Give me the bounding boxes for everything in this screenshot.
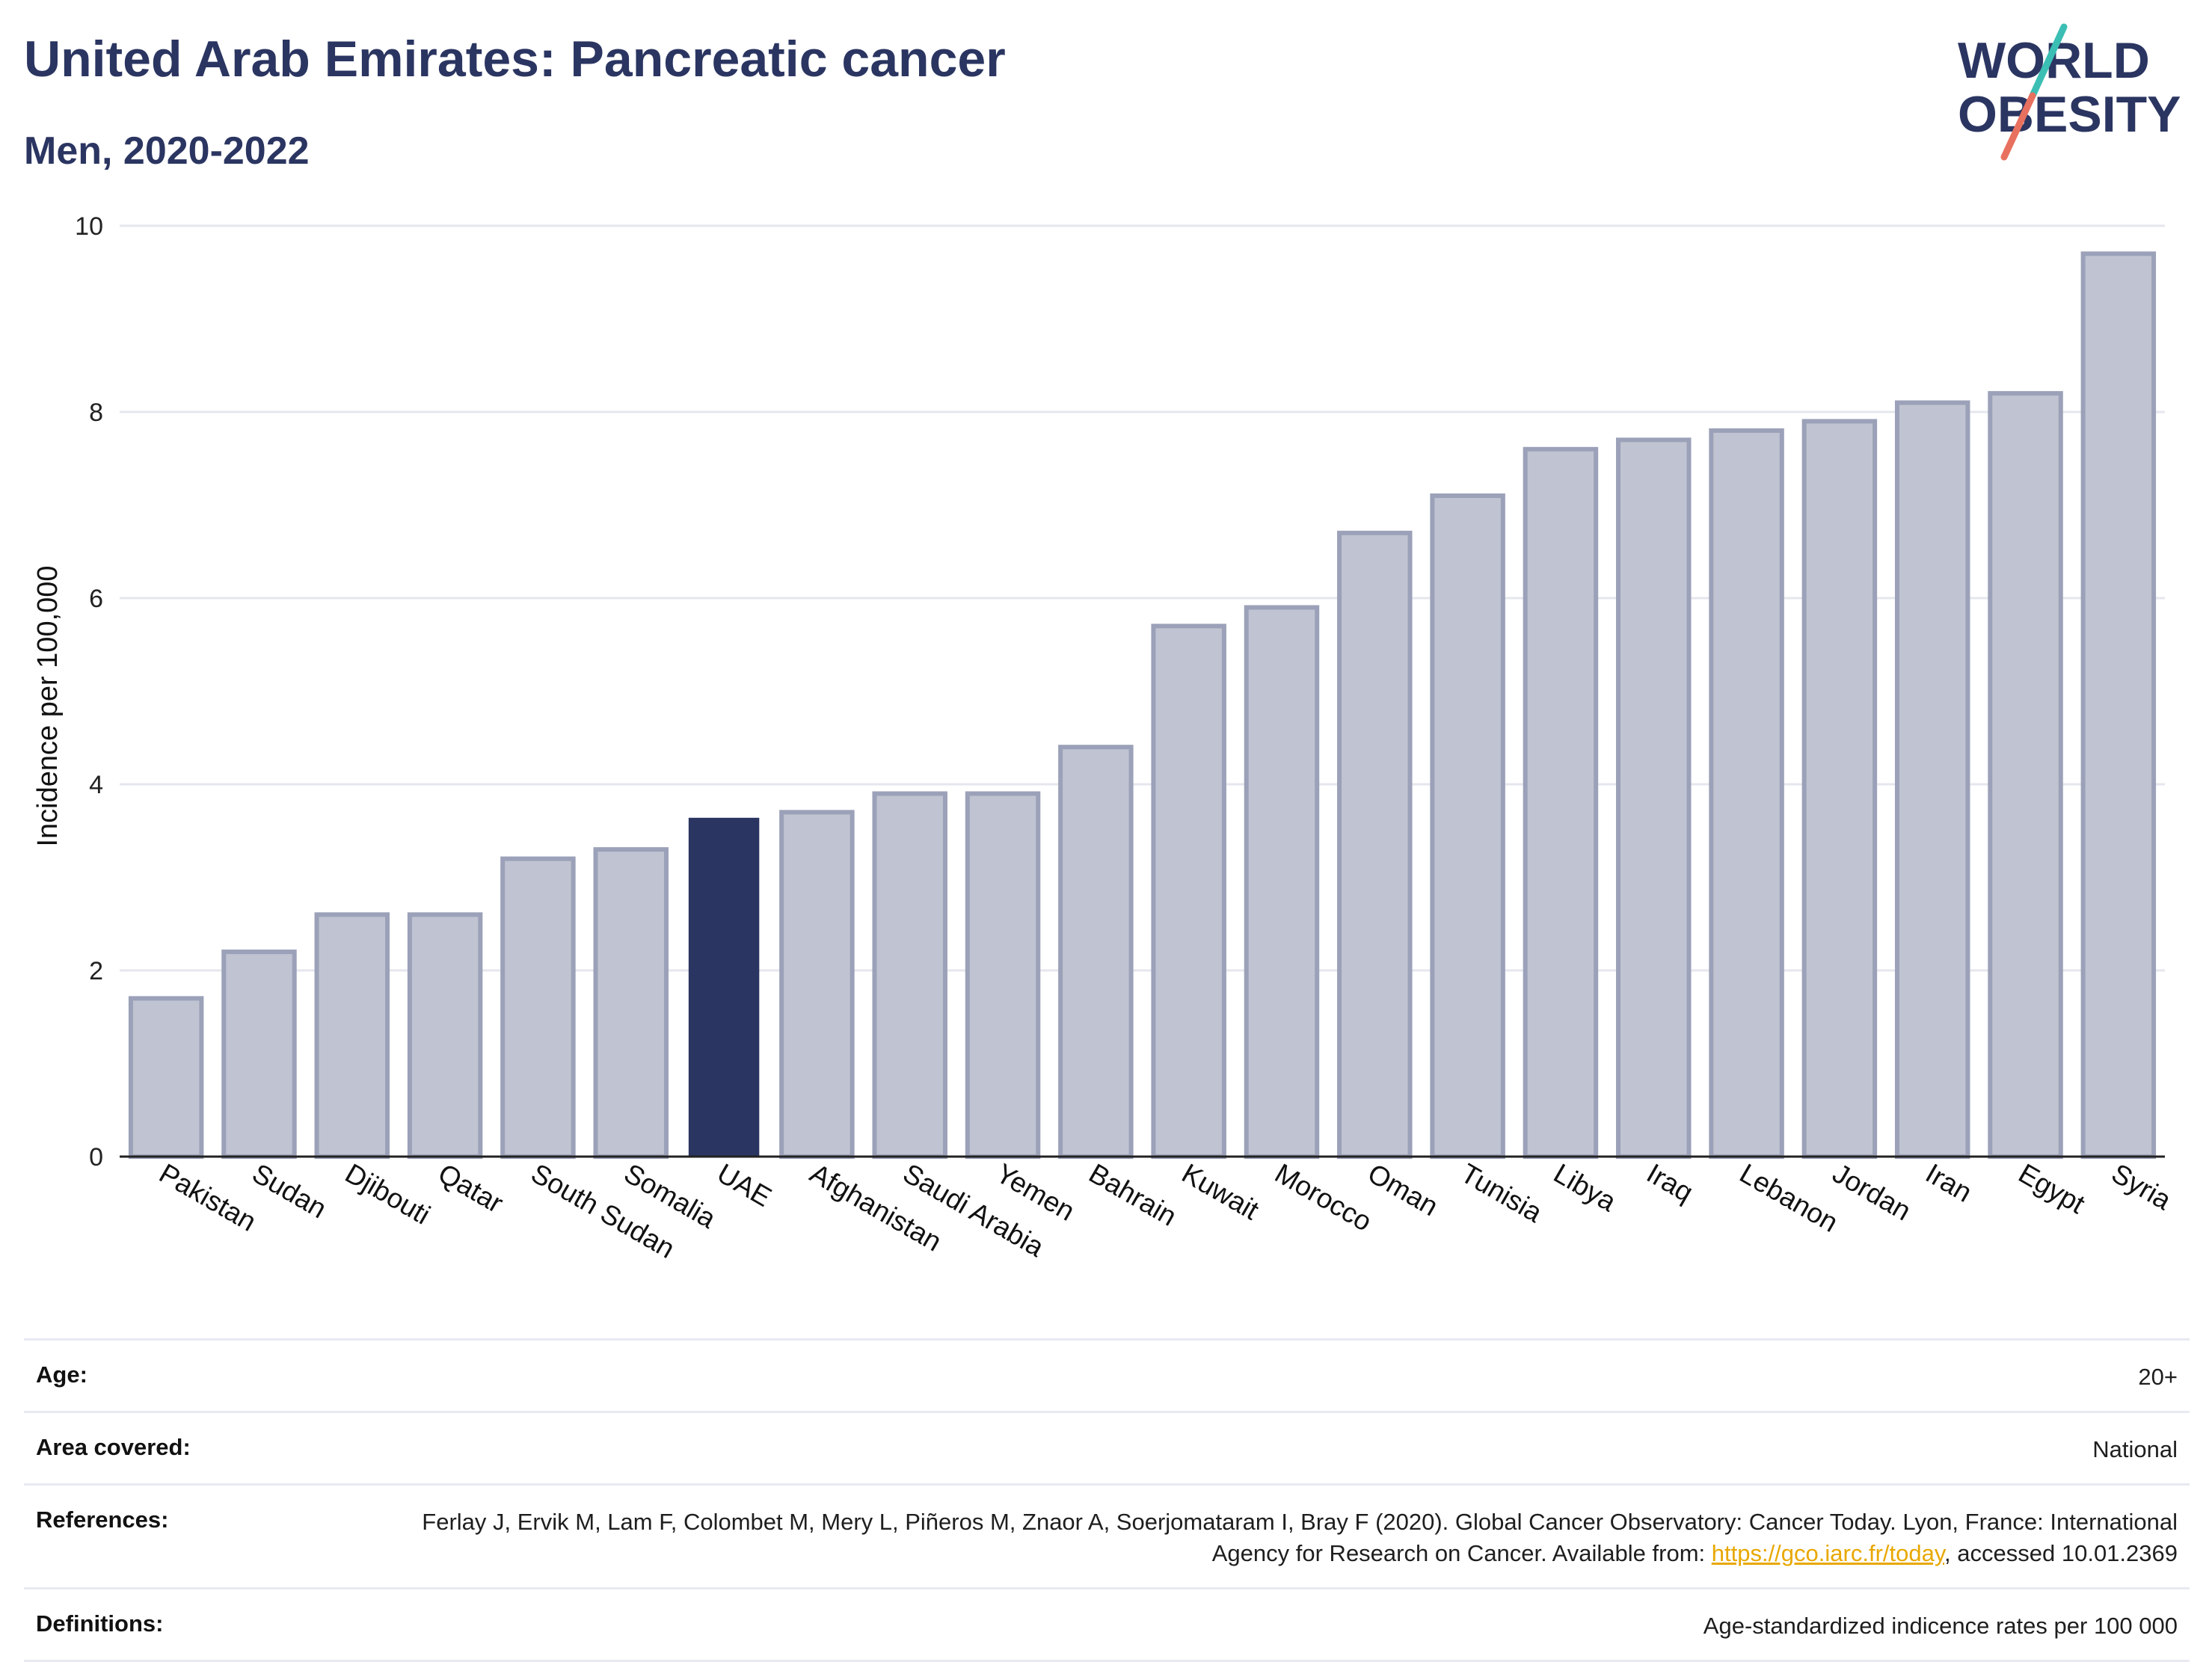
bar-iran: [1894, 400, 1970, 1159]
logo-accent-bottom: [2000, 92, 2036, 161]
y-tick-label: 6: [89, 585, 103, 613]
bar-sudan: [221, 950, 297, 1159]
bar-kuwait: [1151, 624, 1226, 1159]
x-tick-label: Egypt: [2014, 1157, 2091, 1219]
x-tick-label: Djibouti: [340, 1157, 435, 1230]
bar-oman: [1337, 530, 1413, 1159]
x-tick-label: Sudan: [247, 1157, 331, 1224]
y-tick-label: 0: [89, 1143, 103, 1172]
bar-somalia: [593, 847, 669, 1160]
meta-row-age: Age: 20+: [24, 1338, 2190, 1411]
meta-references-value: Ferlay J, Ervik M, Lam F, Colombet M, Me…: [345, 1506, 2178, 1569]
bar-djibouti: [314, 912, 390, 1160]
meta-age-label: Age:: [36, 1361, 87, 1388]
meta-age-value: 20+: [2138, 1364, 2178, 1390]
y-axis-title: Incidence per 100,000: [32, 565, 64, 846]
x-tick-label: Pakistan: [154, 1157, 261, 1237]
logo-text-obesity: OBESITY: [1958, 86, 2181, 143]
bar-pakistan: [128, 996, 204, 1159]
y-tick-label: 8: [89, 398, 103, 427]
meta-references-label: References:: [36, 1506, 169, 1533]
y-tick-label: 10: [75, 212, 103, 241]
bar-saudi-arabia: [872, 791, 947, 1159]
chart-title: United Arab Emirates: Pancreatic cancer: [24, 31, 1006, 87]
x-tick-label: Syria: [2107, 1157, 2177, 1216]
meta-area-label: Area covered:: [36, 1434, 191, 1460]
bar-iraq: [1616, 437, 1692, 1159]
meta-definitions-value: Age-standardized indicence rates per 100…: [1703, 1613, 2178, 1639]
x-tick-label: Morocco: [1270, 1157, 1377, 1237]
bar-yemen: [965, 791, 1041, 1159]
bar-uae: [688, 817, 760, 1157]
bar-lebanon: [1709, 428, 1784, 1159]
x-tick-label: Iraq: [1641, 1157, 1698, 1207]
x-tick-label: Qatar: [433, 1157, 509, 1219]
reference-accessed: , accessed 10.01.2369: [1944, 1540, 2178, 1566]
bar-egypt: [1988, 391, 2063, 1159]
bar-morocco: [1244, 605, 1320, 1159]
logo-accent-top: [2029, 23, 2068, 99]
world-obesity-logo: WORLD OBESITY: [1958, 23, 2181, 161]
x-tick-label: Iran: [1920, 1157, 1977, 1207]
bar-afghanistan: [779, 810, 855, 1159]
meta-row-area: Area covered: National: [24, 1411, 2190, 1483]
reference-link[interactable]: https://gco.iarc.fr/today: [1711, 1540, 1945, 1566]
x-tick-label: Lebanon: [1735, 1157, 1843, 1238]
bar-bahrain: [1058, 745, 1134, 1159]
x-tick-label: Jordan: [1828, 1157, 1916, 1226]
y-tick-label: 2: [89, 957, 103, 985]
x-tick-label: UAE: [712, 1157, 776, 1213]
meta-row-definitions: Definitions: Age-standardized indicence …: [24, 1587, 2190, 1662]
y-tick-label: 4: [89, 771, 103, 799]
bar-qatar: [407, 912, 483, 1160]
bar-chart: 0 2 4 6 8 10 Incidence per 100,000 PakistanSuda…: [32, 212, 2177, 1264]
metadata-table: Age: 20+ Area covered: National Referenc…: [24, 1338, 2190, 1662]
bar-syria: [2080, 251, 2157, 1160]
meta-row-references: References: Ferlay J, Ervik M, Lam F, Co…: [24, 1483, 2190, 1587]
chart-subtitle: Men, 2020-2022: [24, 129, 310, 173]
meta-definitions-label: Definitions:: [36, 1610, 164, 1637]
bar-libya: [1523, 446, 1599, 1159]
reference-text: Ferlay J, Ervik M, Lam F, Colombet M, Me…: [422, 1509, 2178, 1566]
x-tick-label: Libya: [1549, 1157, 1621, 1217]
x-tick-label: Tunisia: [1456, 1157, 1548, 1228]
meta-area-value: National: [2092, 1436, 2178, 1462]
bar-tunisia: [1430, 493, 1505, 1159]
bar-south-sudan: [500, 856, 576, 1159]
bar-jordan: [1801, 419, 1878, 1159]
x-tick-label: Bahrain: [1084, 1157, 1182, 1231]
x-tick-label: Kuwait: [1177, 1157, 1265, 1225]
